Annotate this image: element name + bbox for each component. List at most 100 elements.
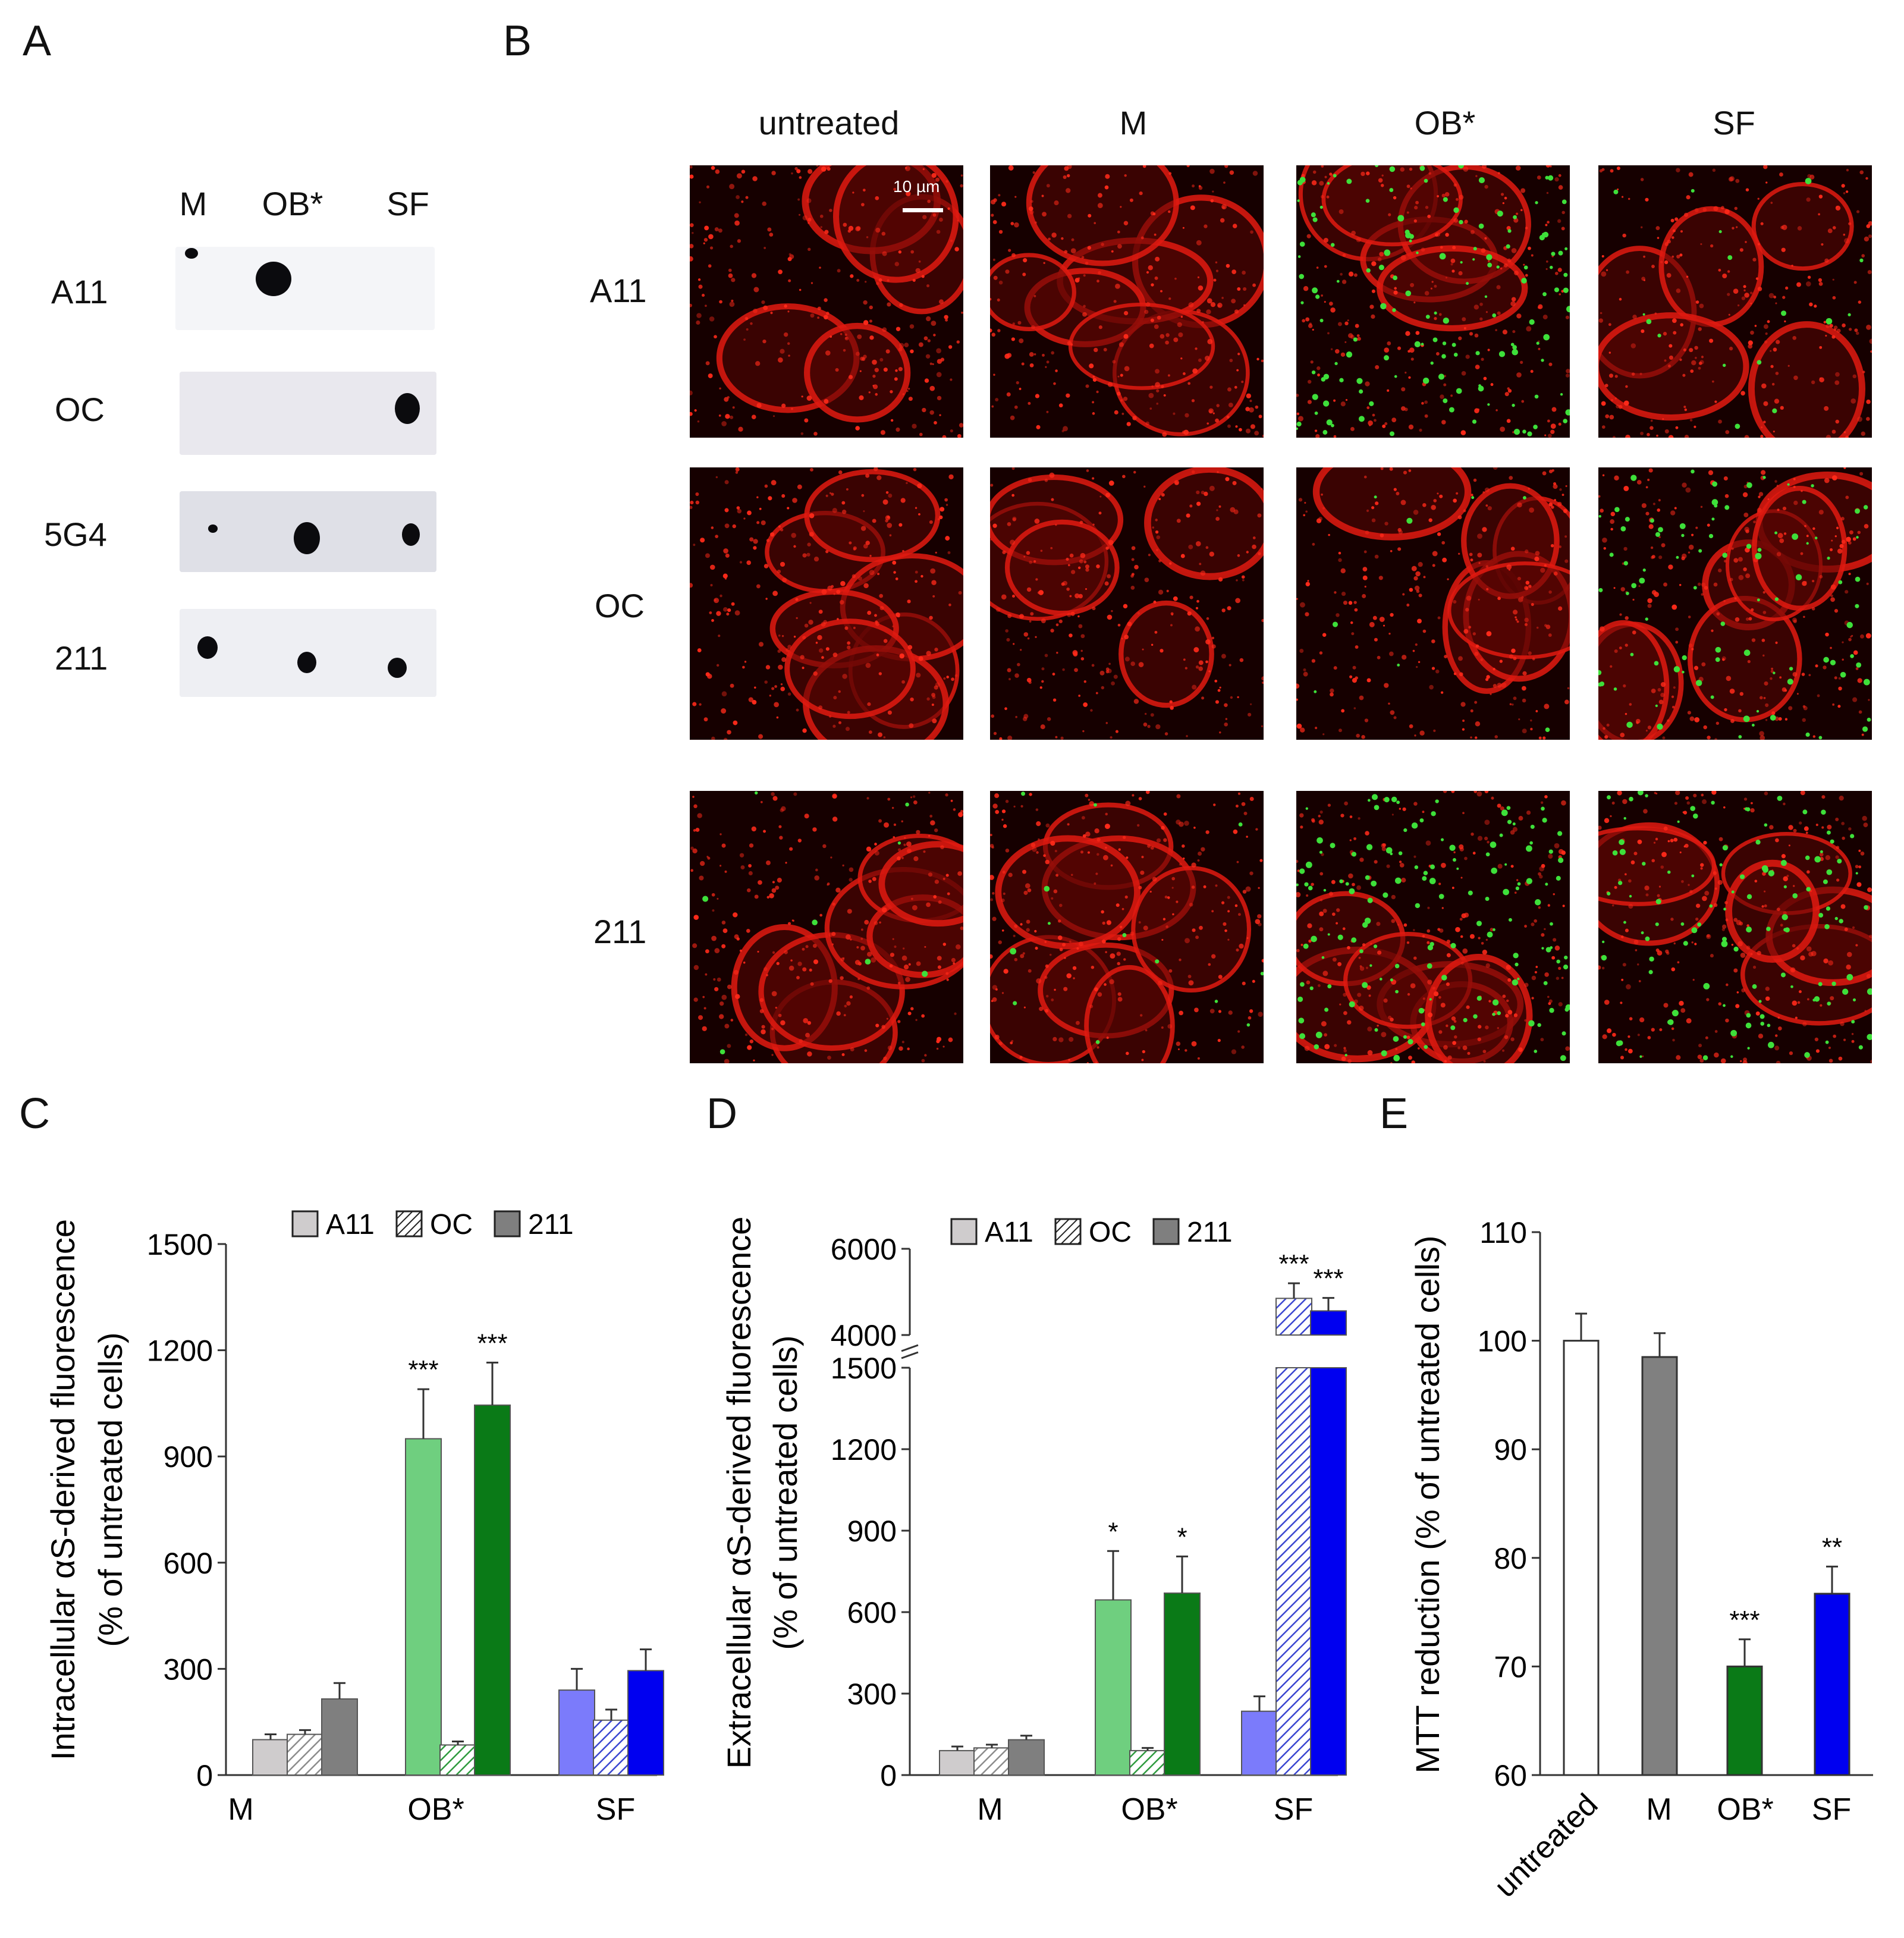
y-tick-label: 1200 (831, 1433, 897, 1466)
y-axis-subtitle: (% of untreated cells) (766, 1335, 804, 1650)
bar (405, 1438, 442, 1776)
y-tick-label: 600 (847, 1596, 897, 1629)
bar (1164, 1593, 1201, 1776)
x-tick-label: SF (596, 1792, 635, 1827)
axis-break-mark (901, 1344, 919, 1352)
x-tick-label: SF (1274, 1792, 1313, 1827)
micro-image (1296, 467, 1570, 740)
panel-letter-d: D (706, 1090, 737, 1138)
y-tick-label: 1500 (147, 1228, 213, 1261)
y-tick-label: 600 (164, 1547, 213, 1580)
micro-image-canvas (990, 791, 1264, 1063)
blot-spot (256, 262, 291, 296)
bar (1563, 1340, 1600, 1776)
bar (1726, 1665, 1763, 1776)
significance-label: *** (1729, 1606, 1760, 1635)
legend-swatch (1152, 1218, 1180, 1245)
bar (973, 1747, 1010, 1776)
legend-swatch (291, 1210, 319, 1237)
x-tick-label: OB* (407, 1792, 464, 1827)
blot-strip-5g4 (180, 491, 436, 572)
micro-image-canvas (1296, 791, 1570, 1063)
legend-label: OC (430, 1209, 473, 1240)
legend-swatch (1054, 1218, 1082, 1245)
bar (558, 1689, 595, 1776)
bar (474, 1404, 511, 1776)
micro-image (1598, 791, 1872, 1063)
y-tick-label: 300 (164, 1653, 213, 1686)
blot-spot (197, 636, 218, 659)
micro-col-ob: OB* (1414, 104, 1476, 142)
legend-label: 211 (1187, 1217, 1233, 1248)
micro-image-canvas (1296, 467, 1570, 740)
bar-lower-segment (1310, 1367, 1347, 1776)
blot-spot (402, 523, 420, 546)
significance-label: *** (477, 1328, 507, 1358)
micro-row-211: 211 (593, 913, 647, 950)
significance-label: ** (1822, 1532, 1842, 1562)
y-tick-label: 300 (847, 1678, 897, 1711)
micro-image-canvas (1598, 791, 1872, 1063)
axis-break-mark (901, 1351, 919, 1359)
blot-col-sf: SF (387, 185, 429, 222)
bar (252, 1739, 289, 1776)
blot-strip-a11 (175, 247, 435, 330)
legend-swatch (395, 1210, 423, 1237)
bar-upper-segment (1275, 1298, 1312, 1336)
bar (1814, 1593, 1850, 1776)
micro-col-untreated: untreated (758, 104, 900, 142)
micro-image (690, 791, 963, 1063)
panel-letter-e: E (1380, 1090, 1409, 1138)
panel-letter-a: A (23, 17, 52, 65)
y-tick-label: 4000 (831, 1319, 897, 1352)
blot-spot (185, 248, 198, 259)
bar (939, 1749, 976, 1776)
y-tick-label: 80 (1494, 1542, 1527, 1575)
y-tick-label: 1200 (147, 1334, 213, 1368)
y-tick-label: 90 (1494, 1433, 1527, 1466)
bar (627, 1670, 664, 1776)
y-tick-label: 0 (196, 1759, 213, 1792)
y-tick-label: 6000 (831, 1233, 897, 1266)
micro-image-canvas (1598, 165, 1872, 438)
bar (593, 1719, 630, 1776)
bar (1641, 1356, 1678, 1776)
panel-letter-c: C (19, 1090, 50, 1138)
micro-image-canvas (1296, 165, 1570, 438)
blot-spot (395, 393, 420, 424)
legend-label: A11 (326, 1209, 375, 1240)
blot-spot (388, 658, 407, 678)
micro-image-canvas (990, 467, 1264, 740)
blot-strip-211 (180, 609, 436, 697)
blot-spot (294, 522, 320, 554)
scale-bar (903, 208, 943, 212)
y-tick-label: 60 (1494, 1759, 1527, 1792)
legend-swatch (950, 1218, 978, 1245)
blot-spot (297, 652, 316, 673)
bar (321, 1698, 358, 1776)
bar (1129, 1749, 1166, 1776)
micro-row-oc: OC (595, 587, 645, 624)
blot-col-m: M (179, 185, 208, 222)
micro-image (1296, 791, 1570, 1063)
x-tick-label: M (228, 1792, 253, 1827)
bar (1241, 1710, 1278, 1776)
significance-label: *** (1278, 1249, 1309, 1279)
x-tick-label: OB* (1121, 1792, 1177, 1827)
y-axis-title: MTT reduction (% of untreated cells) (1409, 1236, 1446, 1774)
y-tick-label: 110 (1479, 1216, 1527, 1249)
significance-label: * (1108, 1517, 1118, 1546)
blot-spot (208, 524, 218, 533)
bar (1095, 1599, 1132, 1776)
micro-col-m: M (1119, 104, 1148, 142)
x-tick-label: OB* (1717, 1792, 1773, 1827)
blot-row-5g4: 5G4 (44, 516, 107, 553)
significance-label: *** (1313, 1264, 1343, 1293)
x-tick-label: M (1646, 1792, 1672, 1827)
micro-image (1598, 467, 1872, 740)
bar-upper-segment (1310, 1310, 1347, 1336)
y-tick-label: 1500 (831, 1352, 897, 1385)
micro-image (690, 467, 963, 740)
x-tick-label: SF (1812, 1792, 1851, 1827)
